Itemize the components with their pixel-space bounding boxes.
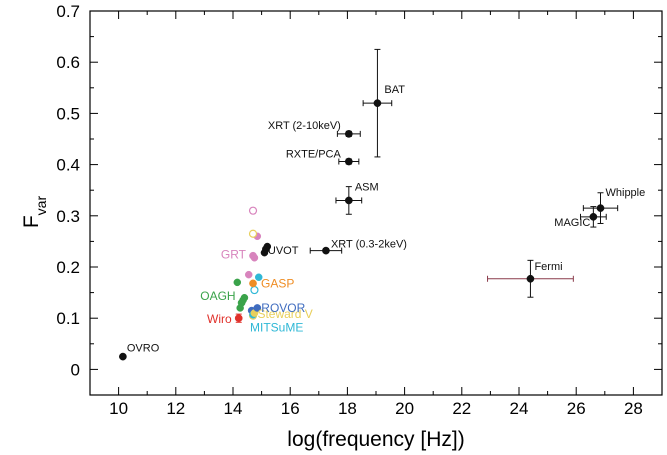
y-tick-label: 0.1 (56, 309, 80, 328)
point-label: Steward V (257, 307, 312, 321)
plot-frame (89, 10, 663, 396)
data-point (250, 285, 259, 295)
y-tick-label: 0.4 (56, 156, 80, 175)
data-point (244, 270, 253, 279)
y-tick-label: 0.6 (56, 53, 80, 72)
data-point (254, 273, 263, 281)
tick-labels: 10 12 14 16 18 20 22 24 26 28 0 0.1 0.2 0.3 0.4 0.5 0.6 0… (56, 2, 643, 418)
point-label: ASM (355, 181, 379, 193)
y-tick-label: 0.3 (56, 207, 80, 226)
x-tick-label: 24 (510, 399, 529, 418)
x-tick-label: 18 (338, 399, 357, 418)
y-axis-title-main: F (20, 215, 43, 228)
point-label: Wiro (207, 312, 232, 326)
data-point (253, 304, 262, 312)
point-label: OAGH (200, 289, 235, 303)
x-tick-label: 20 (395, 399, 414, 418)
x-tick-label: 28 (624, 399, 643, 418)
data-point (344, 130, 353, 138)
y-tick-label: 0.2 (56, 258, 80, 277)
point-label: Whipple (606, 187, 646, 199)
y-tick-label: 0.5 (56, 104, 80, 123)
data-point (344, 196, 353, 205)
data-point (589, 212, 598, 221)
data-point (526, 274, 535, 283)
data-point (249, 279, 257, 288)
data-point (373, 99, 382, 108)
data-points (119, 99, 605, 361)
point-label: GRT (221, 248, 247, 262)
point-label: MAGIC (554, 217, 590, 229)
y-tick-label: 0.7 (56, 2, 80, 21)
y-tick-label: 0 (71, 360, 80, 379)
data-point (119, 352, 127, 361)
x-tick-label: 26 (567, 399, 586, 418)
x-tick-label: 10 (109, 399, 128, 418)
data-point (322, 246, 330, 255)
data-point (248, 229, 258, 238)
point-label: XRT (0.3-2keV) (331, 239, 407, 251)
x-tick-label: 14 (224, 399, 243, 418)
point-label: ROVOR (261, 301, 305, 315)
data-point (344, 157, 353, 166)
axis-ticks (89, 10, 663, 396)
y-axis-title: Fvar (20, 196, 49, 229)
point-label: XRT (2-10keV) (268, 120, 341, 132)
data-point (234, 314, 243, 323)
point-label: RXTE/PCA (286, 149, 342, 161)
point-label: MITSuME (250, 321, 303, 335)
data-point (233, 278, 242, 287)
data-point (262, 245, 270, 253)
data-point (248, 206, 258, 215)
x-tick-label: 22 (452, 399, 471, 418)
x-tick-label: 16 (281, 399, 300, 418)
point-label: Fermi (534, 261, 562, 273)
y-axis-title-sub: var (33, 196, 49, 216)
data-point (596, 204, 605, 212)
point-label: BAT (384, 84, 405, 96)
point-label: UVOT (268, 245, 299, 257)
x-axis-title: log(frequency [Hz]) (287, 428, 464, 451)
data-point (249, 251, 257, 260)
data-point (237, 298, 246, 307)
point-label: OVRO (127, 343, 160, 355)
x-tick-label: 12 (166, 399, 185, 418)
point-label: GASP (261, 276, 294, 290)
